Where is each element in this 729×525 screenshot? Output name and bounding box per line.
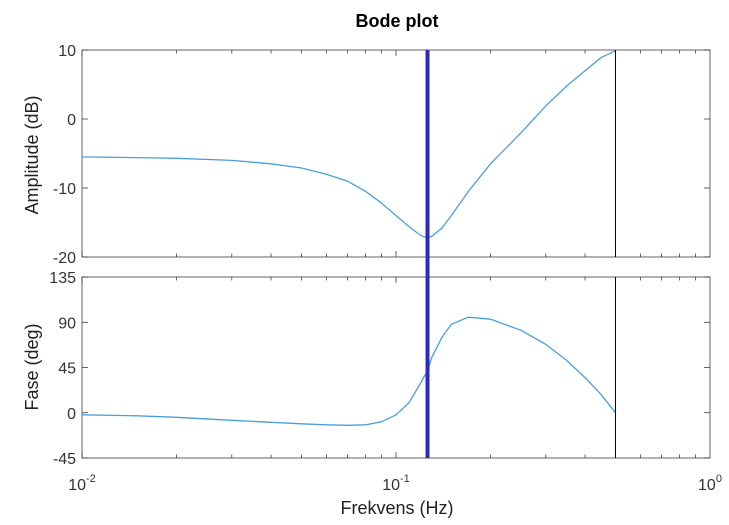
amplitude-panel: -20 -10 0 10 [53, 43, 711, 267]
x-tick-labels: 10-2 10-1 100 [68, 473, 722, 494]
x-tick-label: 10-2 [68, 473, 96, 494]
amplitude-y-tick-label: -10 [53, 181, 76, 198]
phase-y-tick-label: 90 [58, 315, 76, 332]
chart-title: Bode plot [356, 11, 439, 31]
phase-y-tick-label: 0 [67, 406, 76, 423]
phase-y-tick-label: 135 [49, 270, 76, 287]
phase-panel: -45 0 45 90 135 [49, 270, 711, 468]
amplitude-y-tick-label: -20 [53, 250, 76, 267]
x-tick-label: 100 [698, 473, 722, 494]
phase-y-tick-label: -45 [53, 451, 76, 468]
x-tick-label: 10-1 [382, 473, 410, 494]
phase-y-axis-label: Fase (deg) [22, 323, 42, 410]
phase-response-line [81, 316, 617, 426]
amplitude-response-line [81, 50, 616, 239]
amplitude-y-tick-label: 10 [58, 43, 76, 60]
phase-y-tick-label: 45 [58, 361, 76, 378]
amplitude-y-axis-label: Amplitude (dB) [22, 95, 42, 214]
amplitude-y-tick-label: 0 [67, 112, 76, 129]
x-axis-label: Frekvens (Hz) [340, 498, 453, 518]
